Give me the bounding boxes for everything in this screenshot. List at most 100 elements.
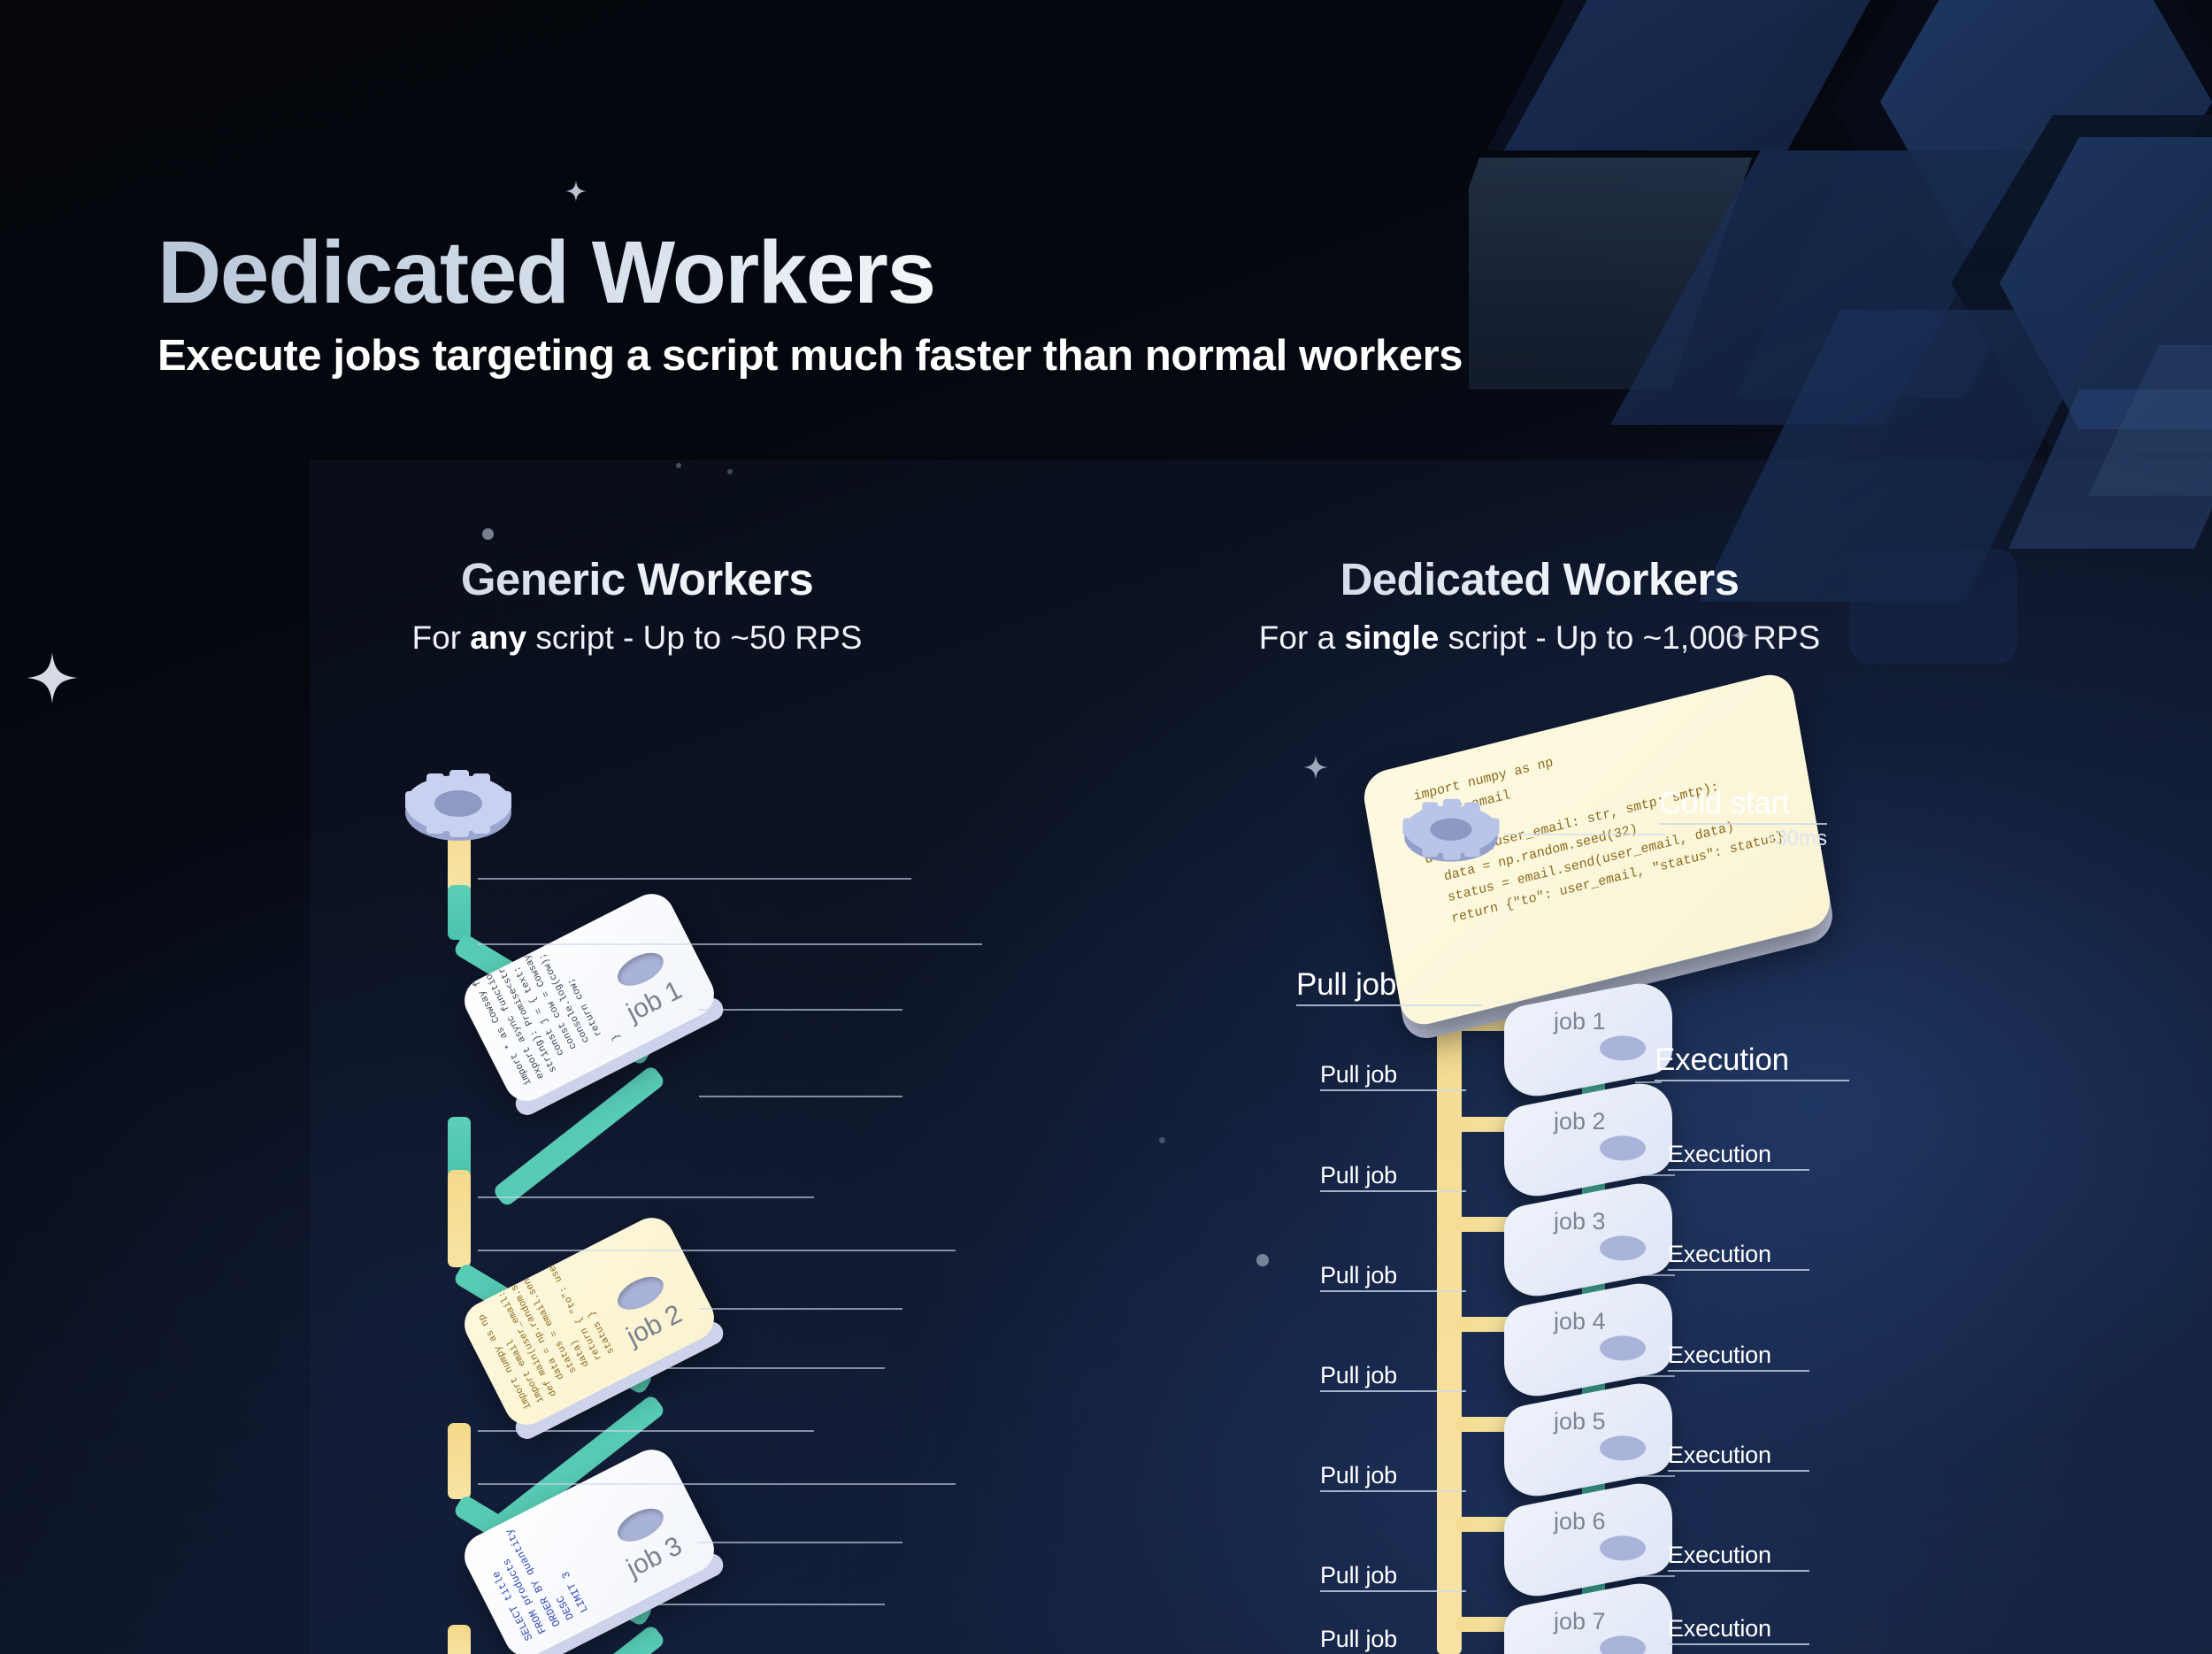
subtitle-pre: For bbox=[411, 619, 471, 656]
job-tile-port bbox=[1600, 1035, 1646, 1061]
label-text: Pull job bbox=[1320, 1626, 1397, 1652]
subtitle-post: script - Up to ~50 RPS bbox=[526, 619, 863, 656]
leader-line bbox=[699, 1009, 902, 1011]
step-label-execution: Execution bbox=[1668, 1615, 1809, 1646]
step-label-pull-job: Pull job bbox=[1296, 968, 1482, 1006]
pipe-segment-yellow bbox=[448, 1625, 471, 1654]
label-text: Pull job bbox=[1320, 1462, 1397, 1489]
label-text: Pull job bbox=[1320, 1362, 1397, 1389]
job-tile-label: job 5 bbox=[1554, 1407, 1606, 1435]
label-sub: ~30ms bbox=[1763, 826, 1827, 850]
label-text: Execution bbox=[1668, 1241, 1771, 1267]
label-rule bbox=[1320, 1390, 1466, 1393]
label-rule bbox=[1668, 1470, 1809, 1473]
pipe-segment-teal bbox=[448, 885, 471, 940]
label-text: Cold start bbox=[1659, 786, 1790, 820]
job-tile-port bbox=[1600, 1235, 1646, 1261]
leader-line bbox=[699, 1308, 902, 1310]
pipe-segment-teal bbox=[448, 1117, 471, 1179]
step-label-pull-job: Pull job bbox=[1320, 1262, 1466, 1293]
leader-line bbox=[478, 1483, 956, 1485]
job-tile-label: job 3 bbox=[1554, 1207, 1606, 1235]
label-text: Execution bbox=[1668, 1542, 1771, 1568]
step-label-pull-job: Pull job bbox=[1320, 1462, 1466, 1493]
label-rule bbox=[1296, 1004, 1482, 1006]
label-rule bbox=[1668, 1570, 1809, 1573]
step-label-execution: Execution bbox=[1668, 1542, 1809, 1573]
hexagon-pattern-decoration bbox=[1398, 0, 2212, 690]
label-rule bbox=[1320, 1089, 1466, 1092]
label-rule bbox=[1659, 822, 1827, 825]
job-tile-port bbox=[1600, 1135, 1646, 1161]
gear-icon bbox=[400, 758, 517, 859]
label-text: Pull job bbox=[1320, 1061, 1397, 1088]
subtitle-post: script - Up to ~1,000 RPS bbox=[1439, 619, 1821, 656]
leader-line bbox=[655, 1604, 885, 1605]
particle-dot bbox=[1159, 1137, 1165, 1143]
particle-dot bbox=[727, 469, 733, 474]
job-tile-port bbox=[1600, 1335, 1646, 1361]
label-rule bbox=[1668, 1643, 1809, 1646]
particle-dot bbox=[482, 528, 494, 540]
column-subtitle: For a single script - Up to ~1,000 RPS bbox=[1186, 619, 1893, 657]
label-rule bbox=[1668, 1169, 1809, 1172]
column-heading-generic: Generic Workers For any script - Up to ~… bbox=[363, 553, 911, 657]
step-label-pull-job: Pull job bbox=[1320, 1162, 1466, 1193]
job-tile-port bbox=[1600, 1535, 1646, 1561]
particle-dot bbox=[676, 463, 681, 468]
leader-line bbox=[1635, 1375, 1675, 1377]
step-label-pull-job: Pull job bbox=[1320, 1627, 1466, 1654]
column-title: Generic Workers bbox=[363, 553, 911, 605]
leader-line bbox=[478, 1196, 814, 1198]
step-label-execution: Execution bbox=[1668, 1241, 1809, 1272]
label-text: Pull job bbox=[1320, 1162, 1397, 1189]
label-rule bbox=[1320, 1190, 1466, 1193]
particle-dot bbox=[1256, 1254, 1269, 1266]
leader-line bbox=[699, 1542, 902, 1543]
label-rule bbox=[1320, 1290, 1466, 1293]
step-label-pull-job: Pull job bbox=[1320, 1362, 1466, 1393]
label-text: Pull job bbox=[1320, 1262, 1397, 1289]
label-rule bbox=[1668, 1370, 1809, 1373]
leader-line bbox=[478, 1250, 956, 1251]
leader-line bbox=[699, 1096, 902, 1097]
subtitle-strong: single bbox=[1344, 619, 1440, 656]
generic-workers-diagram: import * as Cowsay from 'cowsay'; export… bbox=[0, 0, 1044, 1654]
label-rule bbox=[1655, 1079, 1849, 1081]
column-subtitle: For any script - Up to ~50 RPS bbox=[363, 619, 911, 657]
label-text: Execution bbox=[1655, 1042, 1789, 1077]
step-label-execution: Execution bbox=[1668, 1342, 1809, 1373]
label-rule bbox=[1320, 1490, 1466, 1493]
leader-line bbox=[478, 878, 911, 880]
step-label-cold-start: Cold start ~30ms bbox=[1659, 786, 1827, 851]
job-tile-port bbox=[1600, 1635, 1646, 1654]
pipe-segment-yellow bbox=[448, 1170, 471, 1267]
job-tile-label: job 6 bbox=[1554, 1507, 1606, 1535]
job-tile-label: job 4 bbox=[1554, 1307, 1606, 1335]
subtitle-pre: For a bbox=[1258, 619, 1345, 656]
page-title: Dedicated Workers bbox=[157, 228, 1463, 317]
page-subtitle: Execute jobs targeting a script much fas… bbox=[157, 332, 1463, 380]
label-rule bbox=[1668, 1269, 1809, 1272]
subtitle-strong: any bbox=[470, 619, 527, 656]
leader-line bbox=[655, 1367, 885, 1369]
leader-line bbox=[1635, 1274, 1675, 1276]
leader-line bbox=[1635, 1475, 1675, 1477]
page-header: Dedicated Workers Execute jobs targeting… bbox=[157, 228, 1463, 381]
column-title: Dedicated Workers bbox=[1186, 553, 1893, 605]
leader-line bbox=[1635, 1174, 1675, 1176]
leader-line bbox=[478, 943, 982, 945]
step-label-execution: Execution bbox=[1668, 1141, 1809, 1172]
leader-line bbox=[1635, 1575, 1675, 1577]
column-heading-dedicated: Dedicated Workers For a single script - … bbox=[1186, 553, 1893, 657]
gear-icon bbox=[1398, 788, 1504, 881]
label-text: Execution bbox=[1668, 1615, 1771, 1642]
label-text: Execution bbox=[1668, 1141, 1771, 1167]
job-tile-port bbox=[1600, 1435, 1646, 1461]
pipe-segment-yellow bbox=[448, 1423, 471, 1499]
step-label-execution: Execution bbox=[1668, 1442, 1809, 1473]
leader-line bbox=[1504, 834, 1665, 835]
step-label-execution: Execution bbox=[1655, 1042, 1849, 1081]
